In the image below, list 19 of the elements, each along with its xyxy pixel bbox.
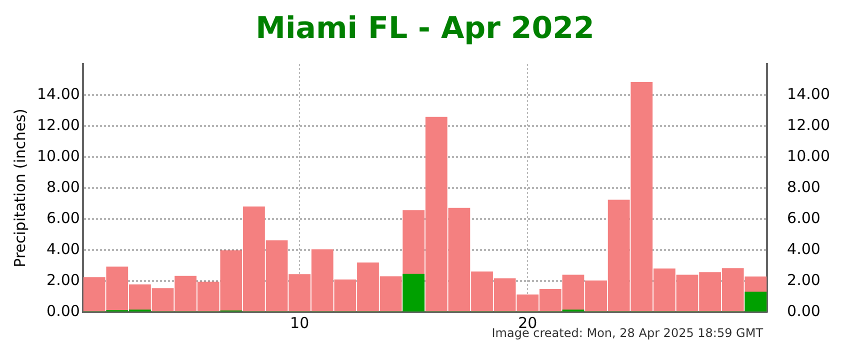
y-tick-label: 8.00: [46, 178, 80, 196]
y2-tick-label: 6.00: [787, 208, 820, 227]
y2-tick-label: 10.00: [787, 146, 830, 165]
y2-tick-label: 12.00: [787, 116, 830, 134]
y-tick-label: 14.00: [36, 84, 80, 103]
y-tick-label: 2.00: [46, 270, 80, 289]
y2-tick-label: 0.00: [787, 302, 820, 320]
y2-tick-label: 4.00: [787, 240, 820, 258]
y-axis-title: Precipitation (inches): [10, 108, 29, 268]
y-tick-label: 6.00: [46, 208, 80, 227]
y-tick-label: 12.00: [36, 116, 80, 134]
y2-tick-label: 8.00: [787, 178, 820, 196]
x-tick-label: 10: [290, 314, 310, 332]
y-tick-label: 10.00: [36, 146, 80, 165]
y2-tick-label: 14.00: [787, 84, 830, 103]
y-tick-label: 4.00: [46, 240, 80, 258]
chart-title: Miami FL - Apr 2022: [256, 10, 594, 46]
y-tick-label: 0.00: [46, 302, 80, 320]
y2-tick-label: 2.00: [787, 270, 820, 289]
